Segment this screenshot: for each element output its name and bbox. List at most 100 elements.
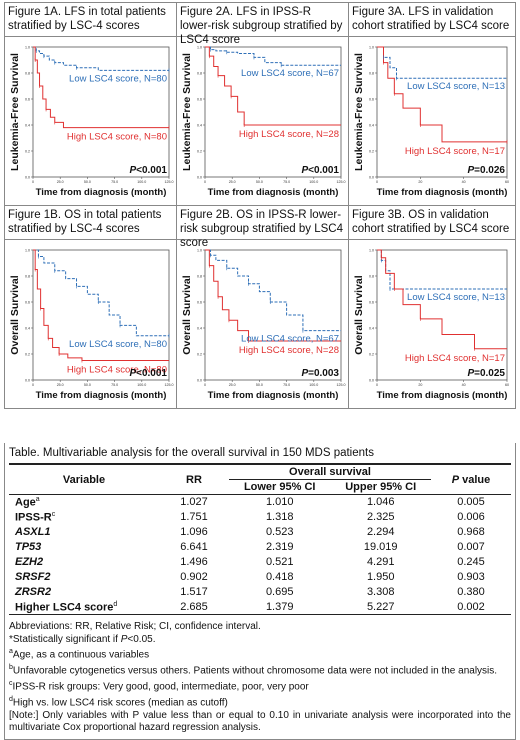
table-notes: Abbreviations: RR, Relative Risk; CI, co… [9, 621, 511, 734]
high-score-curve [377, 249, 507, 350]
x-tick-label: 75.0 [283, 180, 290, 184]
x-tick-label: 125.0 [165, 180, 174, 184]
high-score-curve [33, 46, 169, 129]
x-tick-label: 100.0 [137, 383, 146, 387]
x-tick-label: 100.0 [309, 180, 318, 184]
km-plot-container: 0.0 0.2 0.4 0.6 0.8 1.0 0 20 40 60 Low LSC4 score,… [349, 37, 515, 205]
low-score-curve [33, 46, 169, 71]
y-axis-label: Leukemia-Free Survival [181, 53, 193, 171]
cell-p: 0.903 [457, 571, 485, 584]
multivariable-table: Variable RR Overall survival P value Low… [9, 463, 511, 615]
header-overall-survival: Overall survival [229, 464, 431, 480]
y-tick-label: 0.8 [25, 72, 30, 76]
x-tick-label: 25.0 [229, 383, 236, 387]
y-tick-label: 0.2 [25, 353, 30, 357]
y-axis-label: Overall Survival [353, 275, 365, 354]
cell-upper: 19.019 [363, 541, 398, 554]
high-score-curve [205, 249, 341, 342]
y-tick-label: 0.0 [25, 176, 30, 180]
figure-caption: Figure 1B. OS in total patients stratifi… [5, 206, 176, 240]
table-row: SRSF2 0.902 0.418 1.950 0.903 [9, 570, 511, 585]
cell-upper: 1.046 [366, 496, 395, 509]
cell-p: 0.245 [457, 556, 485, 569]
figure-caption: Figure 2B. OS in IPSS-R lower-risk subgr… [177, 206, 348, 249]
variable-footnote-mark: d [113, 600, 118, 608]
variable-name: Higher LSC4 score [15, 601, 114, 614]
table-row: TP53 6.641 2.319 19.019 0.007 [9, 540, 511, 555]
y-tick-label: 0.4 [25, 124, 30, 128]
figure-row-b: Figure 1B. OS in total patients stratifi… [5, 205, 515, 408]
high-score-curve [33, 249, 169, 361]
header-p-italic: P [451, 473, 460, 486]
cell-p: 0.002 [457, 600, 485, 613]
cell-rr: 1.496 [180, 556, 208, 569]
cell-lower: 1.379 [265, 600, 294, 613]
variable-name: SRSF2 [15, 571, 51, 584]
x-tick-label: 100.0 [309, 383, 318, 387]
cell-lower: 0.418 [265, 571, 294, 584]
low-score-curve [33, 249, 169, 337]
cell-rr: 6.641 [180, 541, 208, 554]
plot-frame [204, 46, 342, 178]
x-tick-label: 0 [32, 383, 34, 387]
cell-variable: Higher LSC4 scored [9, 600, 159, 615]
km-plot-container: 0.0 0.2 0.4 0.6 0.8 1.0 0 25.0 50.0 75.0 100.0 125.… [177, 37, 348, 205]
x-tick-label: 0 [204, 383, 206, 387]
p-value-number: =0.026 [474, 165, 505, 176]
low-score-label: Low LSC4 score, N=13 [407, 81, 505, 92]
cell-p: 0.005 [457, 496, 485, 509]
high-score-label: High LSC4 score, N=28 [239, 345, 339, 356]
y-axis-label: Leukemia-Free Survival [9, 53, 21, 171]
cell-rr: 0.902 [180, 571, 208, 584]
p-value-number: =0.003 [308, 368, 339, 379]
x-axis-label: Time from diagnosis (month) [208, 187, 339, 198]
p-value-label: P<0.001 [129, 165, 167, 176]
cell-rr: 1.751 [180, 511, 208, 524]
low-score-curve [205, 249, 341, 332]
low-score-label: Low LSC4 score, N=67 [241, 68, 339, 79]
cell-variable: ZRSR2 [9, 585, 159, 600]
cell-upper: 1.950 [366, 571, 395, 584]
figure-caption: Figure 3B. OS in validation cohort strat… [349, 206, 515, 240]
figure-grid: Figure 1A. LFS in total patients stratif… [4, 2, 516, 409]
note-b-sup: b [9, 664, 13, 672]
variable-name: ZRSR2 [15, 586, 52, 599]
high-score-curve [377, 46, 507, 143]
x-axis-label: Time from diagnosis (month) [36, 390, 167, 401]
cell-p: 0.968 [457, 526, 485, 539]
x-axis-label: Time from diagnosis (month) [36, 187, 167, 198]
cell-variable: TP53 [9, 540, 159, 555]
y-tick-label: 0.6 [25, 301, 30, 305]
p-value-label: P=0.025 [467, 368, 505, 379]
y-tick-label: 1.0 [369, 249, 374, 253]
y-tick-label: 0.0 [369, 176, 374, 180]
y-tick-label: 0.2 [25, 150, 30, 154]
figure-1b: Figure 1B. OS in total patients stratifi… [5, 206, 177, 408]
header-upper-ci: Upper 95% CI [345, 481, 417, 493]
km-plot-3b: 0.0 0.2 0.4 0.6 0.8 1.0 0 20 40 60 Low LSC4 score,… [353, 249, 509, 402]
table-header-row: Variable RR Overall survival P value [9, 464, 511, 486]
table-section: Table. Multivariable analysis for the ov… [4, 443, 516, 740]
high-score-label: High LSC4 score, N=17 [405, 353, 505, 364]
plot-frame [32, 249, 170, 381]
low-score-label: Low LSC4 score, N=13 [407, 292, 505, 303]
x-tick-label: 20 [418, 383, 422, 387]
cell-variable: IPSS-Rc [9, 510, 159, 525]
high-score-curve [205, 46, 341, 126]
x-axis-label: Time from diagnosis (month) [377, 187, 508, 198]
cell-rr: 2.685 [180, 600, 208, 613]
x-tick-label: 60 [505, 180, 509, 184]
x-tick-label: 75.0 [111, 383, 118, 387]
note-d-text: High vs. low LSC4 risk scores (median as… [12, 697, 228, 709]
figure-1a: Figure 1A. LFS in total patients stratif… [5, 3, 177, 205]
plot-frame [376, 46, 508, 178]
cell-rr: 1.517 [180, 586, 208, 599]
note-d-sup: d [9, 695, 13, 703]
y-axis-label: Overall Survival [181, 275, 193, 354]
cell-upper: 5.227 [366, 600, 395, 613]
low-score-curve [205, 46, 341, 66]
figure-2a: Figure 2A. LFS in IPSS-R lower-risk subg… [177, 3, 349, 205]
y-tick-label: 1.0 [25, 46, 30, 50]
low-score-label: Low LSC4 score, N=67 [241, 334, 339, 345]
table-row: EZH2 1.496 0.521 4.291 0.245 [9, 555, 511, 570]
